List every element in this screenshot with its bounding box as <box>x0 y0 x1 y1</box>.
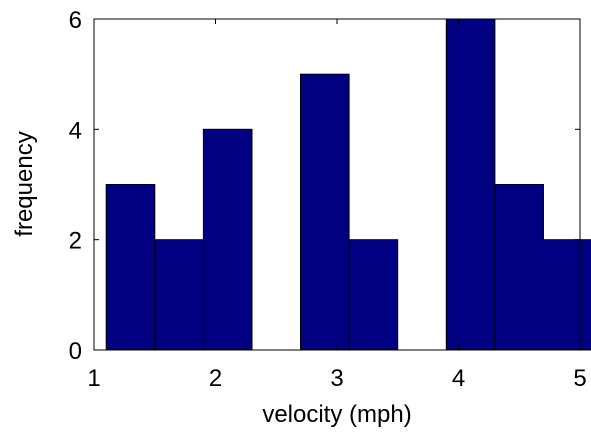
x-axis-label: velocity (mph) <box>262 401 411 428</box>
y-axis-label: frequency <box>11 131 38 236</box>
histogram-bar-2 <box>154 239 204 351</box>
y-tick-label: 4 <box>69 117 82 144</box>
histogram-bar-6 <box>348 239 399 351</box>
histogram-bar-1 <box>105 184 156 351</box>
y-tick-label: 0 <box>69 338 82 365</box>
x-tick-label: 1 <box>87 365 100 392</box>
histogram-bar-10 <box>543 239 591 351</box>
x-tick-label: 5 <box>573 365 586 392</box>
x-tick-label: 2 <box>209 365 222 392</box>
plot-frame <box>93 18 581 351</box>
x-tick-label: 3 <box>330 365 343 392</box>
y-tick-label: 6 <box>69 7 82 34</box>
histogram-bar-3 <box>202 128 253 351</box>
histogram-bar-9 <box>494 184 544 351</box>
bars-group <box>105 18 591 351</box>
y-tick-label: 2 <box>69 228 82 255</box>
ticks-group: 1 2 3 4 5 0 2 4 6 <box>69 7 587 392</box>
histogram-bar-8 <box>445 18 496 351</box>
histogram-bar-5 <box>300 73 350 351</box>
x-tick-label: 4 <box>452 365 465 392</box>
